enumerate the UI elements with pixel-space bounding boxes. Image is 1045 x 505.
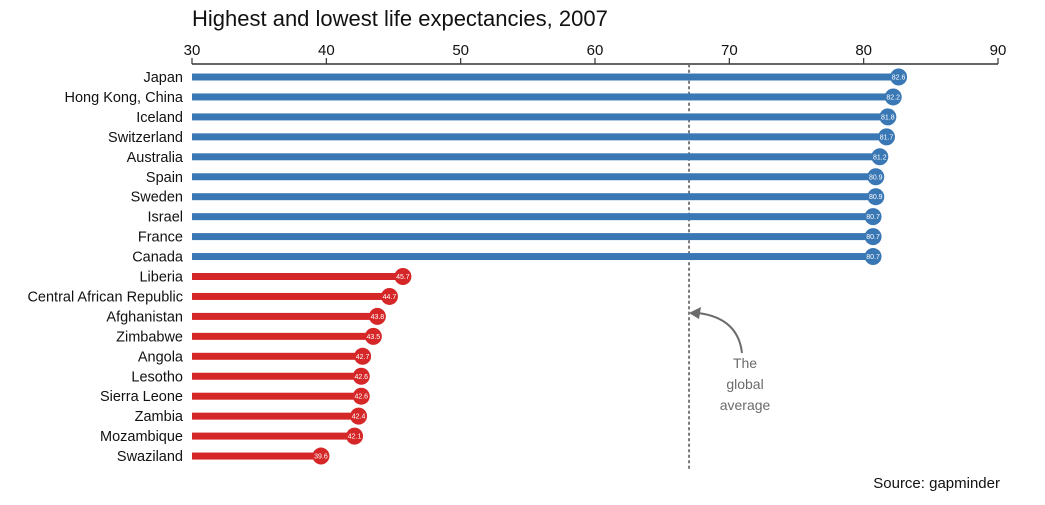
value-label: 80.7 bbox=[866, 254, 880, 261]
value-label: 80.9 bbox=[869, 174, 883, 181]
value-label: 80.9 bbox=[869, 194, 883, 201]
bar bbox=[192, 273, 403, 280]
value-label: 80.7 bbox=[866, 234, 880, 241]
annotation-text-line: The bbox=[733, 355, 757, 371]
country-label: Swaziland bbox=[117, 449, 183, 465]
annotation-arrow bbox=[697, 312, 743, 354]
value-label: 42.6 bbox=[354, 394, 368, 401]
bar-end-dot bbox=[352, 387, 370, 405]
bar-end-dot bbox=[864, 208, 882, 226]
bar-end-dot bbox=[864, 248, 882, 266]
x-tick-label: 80 bbox=[855, 42, 872, 59]
bar-end-dot bbox=[890, 68, 908, 86]
country-label: Hong Kong, China bbox=[65, 90, 184, 106]
country-label: France bbox=[138, 230, 183, 246]
annotation-arrowhead bbox=[689, 307, 701, 319]
value-label: 39.6 bbox=[314, 454, 328, 461]
bar-end-dot bbox=[354, 347, 372, 365]
country-label: Zambia bbox=[135, 409, 184, 425]
value-label: 42.6 bbox=[354, 374, 368, 381]
country-label: Mozambique bbox=[100, 429, 183, 445]
bars-group: 82.6 Japan 82.2 Hong Kong, China 81.8 Iceland… bbox=[27, 68, 908, 465]
source-note: Source: gapminder bbox=[873, 475, 1000, 492]
x-tick-label: 40 bbox=[318, 42, 335, 59]
x-tick-label: 30 bbox=[184, 42, 201, 59]
global-average-annotation: The global average bbox=[689, 307, 771, 413]
x-tick-label: 50 bbox=[452, 42, 469, 59]
value-label: 81.8 bbox=[881, 114, 895, 121]
country-label: Australia bbox=[127, 150, 184, 166]
country-label: Lesotho bbox=[131, 369, 183, 385]
bar-end-dot bbox=[312, 447, 330, 465]
chart-title: Highest and lowest life expectancies, 20… bbox=[192, 6, 608, 31]
value-label: 81.2 bbox=[873, 154, 887, 161]
bar-end-dot bbox=[879, 108, 897, 126]
bar-end-dot bbox=[350, 407, 368, 425]
country-label: Sierra Leone bbox=[100, 389, 183, 405]
bar-end-dot bbox=[867, 168, 885, 186]
country-label: Liberia bbox=[139, 270, 183, 286]
bar bbox=[192, 332, 374, 340]
value-label: 42.7 bbox=[356, 354, 370, 361]
country-label: Switzerland bbox=[108, 130, 183, 146]
bar bbox=[192, 133, 887, 141]
value-label: 44.7 bbox=[383, 294, 397, 301]
x-tick-label: 70 bbox=[721, 42, 738, 59]
country-label: Zimbabwe bbox=[116, 329, 183, 345]
bar bbox=[192, 452, 321, 460]
bar-end-dot bbox=[878, 128, 896, 146]
bar bbox=[192, 432, 355, 440]
bar bbox=[192, 173, 876, 181]
value-label: 82.6 bbox=[892, 75, 906, 82]
bar bbox=[192, 73, 899, 81]
bar bbox=[192, 113, 888, 121]
country-label: Angola bbox=[138, 349, 184, 365]
bar-end-dot bbox=[871, 148, 889, 166]
bar-end-dot bbox=[864, 228, 882, 246]
country-label: Afghanistan bbox=[106, 309, 183, 325]
value-label: 43.5 bbox=[367, 334, 381, 341]
country-label: Central African Republic bbox=[27, 289, 183, 305]
bar bbox=[192, 412, 359, 420]
bar bbox=[192, 372, 362, 380]
country-label: Spain bbox=[146, 170, 183, 186]
bar bbox=[192, 233, 874, 241]
value-label: 42.1 bbox=[348, 434, 362, 441]
bar-end-dot bbox=[380, 287, 398, 305]
bar bbox=[192, 253, 874, 261]
x-tick-label: 60 bbox=[587, 42, 604, 59]
bar-end-dot bbox=[352, 367, 370, 385]
x-axis-ticks: 30 40 50 60 70 80 90 bbox=[184, 42, 1007, 64]
country-label: Israel bbox=[148, 210, 183, 226]
bar-end-dot bbox=[364, 327, 382, 345]
bar-end-dot bbox=[346, 427, 364, 445]
bar-end-dot bbox=[368, 307, 386, 325]
bar bbox=[192, 213, 874, 221]
x-tick-label: 90 bbox=[990, 42, 1007, 59]
bar bbox=[192, 392, 362, 400]
bar bbox=[192, 312, 378, 320]
country-label: Canada bbox=[132, 250, 184, 266]
value-label: 42.4 bbox=[352, 414, 366, 421]
bar-end-dot bbox=[394, 268, 412, 285]
bar-end-dot bbox=[867, 188, 885, 206]
bar bbox=[192, 153, 880, 161]
value-label: 43.8 bbox=[371, 314, 385, 321]
value-label: 80.7 bbox=[866, 214, 880, 221]
bar bbox=[192, 193, 876, 201]
bar bbox=[192, 292, 390, 300]
value-label: 82.2 bbox=[886, 94, 900, 101]
value-label: 81.7 bbox=[880, 134, 894, 141]
country-label: Iceland bbox=[136, 110, 183, 126]
country-label: Japan bbox=[143, 70, 183, 86]
value-label: 45.7 bbox=[396, 274, 410, 281]
annotation-text-line: average bbox=[720, 397, 771, 413]
annotation-text-line: global bbox=[726, 376, 763, 392]
bar bbox=[192, 352, 363, 360]
bar-end-dot bbox=[884, 88, 902, 106]
bar bbox=[192, 93, 894, 101]
country-label: Sweden bbox=[131, 190, 183, 206]
